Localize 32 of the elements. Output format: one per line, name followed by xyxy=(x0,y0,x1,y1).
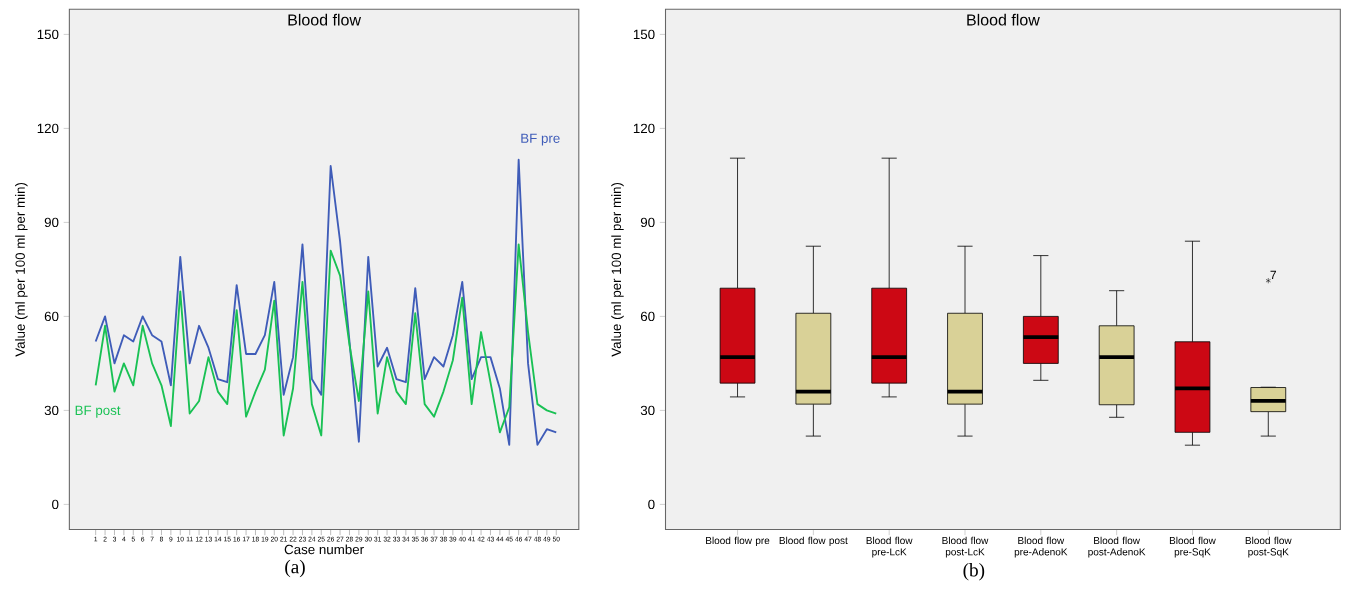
x-axis-title: Case number xyxy=(284,544,364,555)
x-tick-label: Blood flow pre-AdenoK xyxy=(1014,536,1068,558)
series-label: BF pre xyxy=(521,133,560,146)
x-tick-label: Blood flow post-SqK xyxy=(1245,536,1292,558)
y-tick-label: 60 xyxy=(44,311,59,322)
series-label: BF post xyxy=(75,405,121,418)
y-axis-title: Value (ml per 100 ml per min) xyxy=(611,183,624,357)
chart-title: Blood flow xyxy=(288,13,362,26)
y-tick-label: 150 xyxy=(633,29,655,40)
y-tick-label: 0 xyxy=(52,499,59,510)
x-tick-label: Blood flow pre-SqK xyxy=(1169,536,1216,558)
y-tick-label: 90 xyxy=(640,217,655,228)
y-tick-label: 0 xyxy=(648,499,655,510)
line-series xyxy=(94,243,558,437)
y-tick-label: 60 xyxy=(640,311,655,322)
y-tick-label: 120 xyxy=(37,123,59,134)
y-tick-label: 30 xyxy=(44,405,59,416)
annotation: 7 xyxy=(1270,270,1276,280)
chart-title: Blood flow xyxy=(967,13,1040,26)
y-tick-label: 150 xyxy=(37,29,59,40)
x-tick-label: Blood flow pre-LcK xyxy=(866,536,913,558)
y-tick-label: 120 xyxy=(633,123,655,134)
y-tick-label: 90 xyxy=(44,217,59,228)
y-axis-title: Value (ml per 100 ml per min) xyxy=(15,183,28,357)
y-tick-label: 30 xyxy=(640,405,655,416)
x-tick-label: Blood flow post-AdenoK xyxy=(1088,536,1146,558)
text: (b) xyxy=(963,563,985,581)
x-tick-label: Blood flow post xyxy=(779,536,848,547)
x-tick-label: Blood flow pre xyxy=(706,536,770,547)
line-series xyxy=(94,158,558,446)
text: (a) xyxy=(285,559,305,578)
x-tick-label: Blood flow post-LcK xyxy=(942,536,989,558)
